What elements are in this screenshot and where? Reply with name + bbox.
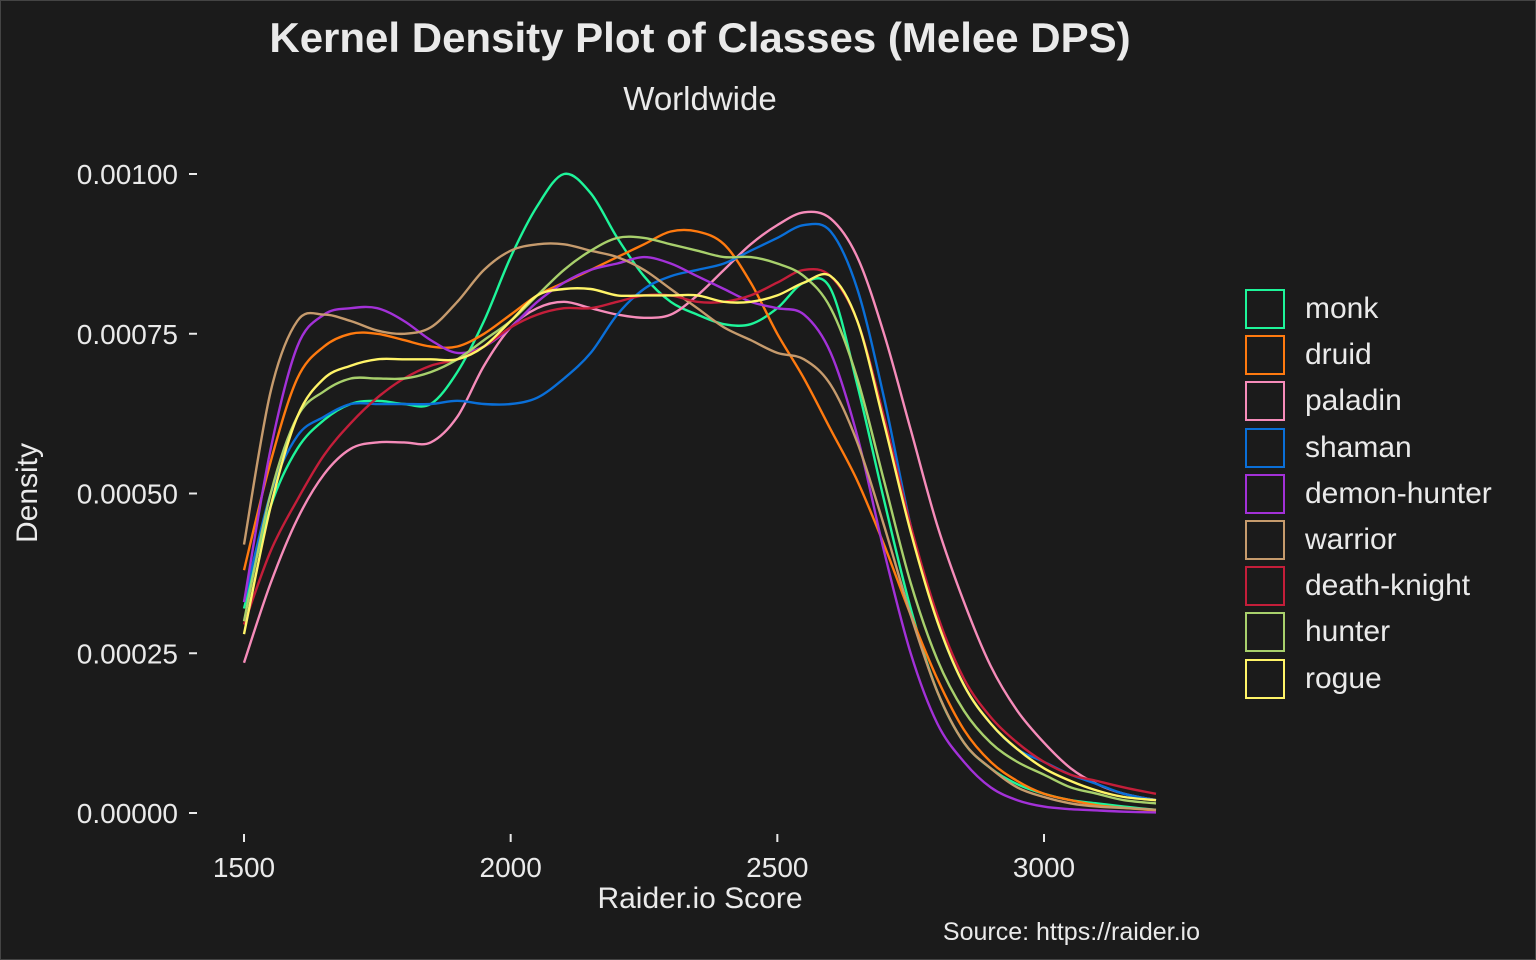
x-tick-label: 1500 <box>213 852 275 883</box>
y-tick-label: 0.00100 <box>77 159 178 190</box>
legend-key-hunter <box>1245 612 1285 653</box>
series-line-hunter <box>242 235 1157 805</box>
legend-key-rogue <box>1245 658 1285 699</box>
legend-key-demon-hunter <box>1245 473 1285 514</box>
legend-key-druid <box>1245 335 1285 376</box>
series-line-rogue <box>242 272 1157 802</box>
source-caption: Source: https://raider.io <box>942 918 1200 946</box>
legend-item-death-knight: death-knight <box>1245 563 1492 609</box>
legend-key-warrior <box>1245 520 1285 561</box>
x-axis-label: Raider.io Score <box>597 882 803 915</box>
y-tick-label: 0.00050 <box>77 479 178 510</box>
y-axis: 0.00000 0.00025 0.00050 0.00075 0.00100 <box>77 159 197 829</box>
legend-item-hunter: hunter <box>1245 609 1492 655</box>
legend-item-rogue: rogue <box>1245 656 1492 702</box>
x-tick-label: 3000 <box>1013 852 1075 883</box>
legend-key-death-knight <box>1245 566 1285 607</box>
legend-label: monk <box>1305 292 1379 326</box>
legend-item-monk: monk <box>1245 286 1492 332</box>
y-axis-label: Density <box>11 442 44 544</box>
legend-key-paladin <box>1245 381 1285 422</box>
legend-label: hunter <box>1305 615 1391 649</box>
y-tick-label: 0.00025 <box>77 638 178 669</box>
legend: monk druid paladin shaman demon-hunter warrio… <box>1245 286 1492 702</box>
series-line-demon-hunter <box>242 255 1157 814</box>
series-line-paladin <box>242 210 1157 802</box>
legend-item-paladin: paladin <box>1245 378 1492 424</box>
x-tick-label: 2500 <box>746 852 808 883</box>
legend-key-monk <box>1245 289 1285 330</box>
legend-label: shaman <box>1305 430 1412 464</box>
chart-title: Kernel Density Plot of Classes (Melee DP… <box>269 14 1131 61</box>
series-line-warrior <box>242 242 1157 811</box>
legend-item-warrior: warrior <box>1245 517 1492 563</box>
x-axis: 1500 2000 2500 3000 <box>213 834 1075 883</box>
legend-label: demon-hunter <box>1305 476 1492 510</box>
legend-key-shaman <box>1245 427 1285 468</box>
chart-subtitle: Worldwide <box>623 80 777 117</box>
x-tick-label: 2000 <box>480 852 542 883</box>
legend-label: warrior <box>1305 523 1397 557</box>
y-tick-label: 0.00000 <box>77 798 178 829</box>
y-tick-label: 0.00075 <box>77 319 178 350</box>
legend-label: paladin <box>1305 384 1402 418</box>
legend-item-druid: druid <box>1245 332 1492 378</box>
series-line-druid <box>242 228 1157 812</box>
legend-label: druid <box>1305 338 1372 372</box>
legend-label: rogue <box>1305 661 1382 695</box>
legend-label: death-knight <box>1305 569 1471 603</box>
legend-item-shaman: shaman <box>1245 425 1492 471</box>
series-line-death-knight <box>242 267 1157 795</box>
legend-item-demon-hunter: demon-hunter <box>1245 471 1492 517</box>
series-lines <box>242 172 1157 814</box>
